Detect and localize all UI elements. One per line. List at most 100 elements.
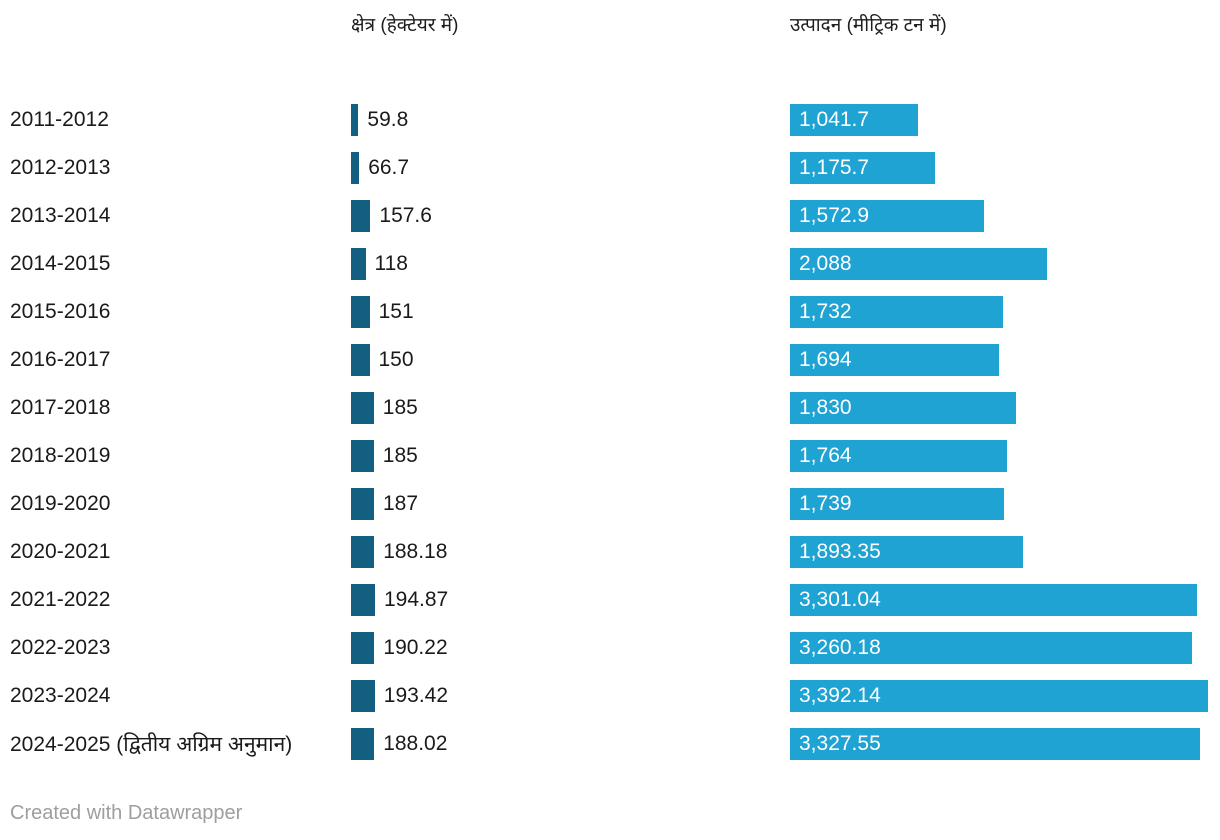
area-cell: 190.22 [351,632,790,664]
area-bar [351,392,374,424]
area-value-label: 188.18 [383,540,448,563]
area-value-label: 157.6 [379,204,432,227]
production-cell: 3,327.55 [790,728,1220,760]
chart-rows: 2011-2012 59.8 1,041.7 2012-2013 66.7 1,… [0,96,1220,768]
area-cell: 185 [351,440,790,472]
area-bar [351,296,370,328]
row-label: 2022-2023 [10,636,111,659]
area-bar [351,536,375,568]
row-label: 2015-2016 [10,300,111,323]
row-label: 2013-2014 [10,204,111,227]
production-cell: 1,739 [790,488,1220,520]
area-value-label: 118 [374,252,408,275]
production-cell: 1,175.7 [790,152,1220,184]
production-cell: 3,260.18 [790,632,1220,664]
area-cell: 157.6 [351,200,790,232]
area-cell: 188.02 [351,728,790,760]
area-cell: 66.7 [351,152,790,184]
production-bar: 3,392.14 [790,680,1208,712]
chart-row: 2020-2021 188.18 1,893.35 [0,528,1220,576]
chart-row: 2016-2017 150 1,694 [0,336,1220,384]
production-cell: 2,088 [790,248,1220,280]
production-value-label: 3,392.14 [799,684,881,707]
area-value-label: 194.87 [384,588,449,611]
area-cell: 187 [351,488,790,520]
area-cell: 151 [351,296,790,328]
area-value-label: 185 [382,444,418,467]
area-cell: 193.42 [351,680,790,712]
production-bar: 1,041.7 [790,104,919,136]
chart-row: 2022-2023 190.22 3,260.18 [0,624,1220,672]
area-value-label: 150 [378,348,414,371]
production-bar: 2,088 [790,248,1048,280]
chart-row: 2023-2024 193.42 3,392.14 [0,672,1220,720]
area-value-label: 59.8 [367,108,409,131]
area-cell: 185 [351,392,790,424]
row-label: 2016-2017 [10,348,111,371]
production-value-label: 2,088 [799,252,852,275]
area-column-header: क्षेत्र (हेक्टेयर में) [351,15,459,36]
production-column-header: उत्पादन (मीट्रिक टन में) [790,15,947,36]
production-value-label: 1,175.7 [799,156,870,179]
production-bar: 1,764 [790,440,1008,472]
chart-row: 2019-2020 187 1,739 [0,480,1220,528]
chart-row: 2024-2025 (द्वितीय अग्रिम अनुमान) 188.02… [0,720,1220,768]
chart-row: 2011-2012 59.8 1,041.7 [0,96,1220,144]
area-bar [351,152,360,184]
area-cell: 118 [351,248,790,280]
production-value-label: 1,694 [799,348,852,371]
production-bar: 1,739 [790,488,1005,520]
chart-row: 2018-2019 185 1,764 [0,432,1220,480]
production-value-label: 3,327.55 [799,732,881,755]
production-bar: 3,260.18 [790,632,1192,664]
area-cell: 59.8 [351,104,790,136]
chart-row: 2013-2014 157.6 1,572.9 [0,192,1220,240]
production-bar: 1,694 [790,344,999,376]
production-value-label: 1,732 [799,300,852,323]
area-bar [351,344,370,376]
production-bar: 1,732 [790,296,1004,328]
area-value-label: 193.42 [383,684,449,707]
row-label: 2020-2021 [10,540,111,563]
area-cell: 150 [351,344,790,376]
area-bar [351,104,359,136]
production-value-label: 3,260.18 [799,636,881,659]
area-bar [351,584,375,616]
production-bar: 1,893.35 [790,536,1024,568]
production-value-label: 1,739 [799,492,852,515]
production-cell: 1,764 [790,440,1220,472]
row-label: 2024-2025 (द्वितीय अग्रिम अनुमान) [10,733,293,756]
production-value-label: 3,301.04 [799,588,881,611]
area-cell: 194.87 [351,584,790,616]
row-label: 2017-2018 [10,396,111,419]
production-cell: 1,041.7 [790,104,1220,136]
production-cell: 3,392.14 [790,680,1220,712]
area-bar [351,200,371,232]
production-cell: 1,732 [790,296,1220,328]
row-label: 2012-2013 [10,156,111,179]
production-cell: 1,572.9 [790,200,1220,232]
production-cell: 3,301.04 [790,584,1220,616]
production-cell: 1,830 [790,392,1220,424]
production-bar: 1,572.9 [790,200,984,232]
row-label: 2019-2020 [10,492,111,515]
production-bar: 1,830 [790,392,1016,424]
area-bar [351,680,375,712]
area-bar [351,728,375,760]
production-value-label: 1,830 [799,396,852,419]
row-label: 2021-2022 [10,588,111,611]
row-label: 2023-2024 [10,684,111,707]
chart-row: 2015-2016 151 1,732 [0,288,1220,336]
chart-row: 2014-2015 118 2,088 [0,240,1220,288]
production-bar: 3,327.55 [790,728,1200,760]
production-bar: 1,175.7 [790,152,935,184]
datawrapper-attribution: Created with Datawrapper [10,802,243,824]
area-bar [351,632,375,664]
production-bar: 3,301.04 [790,584,1197,616]
chart-row: 2017-2018 185 1,830 [0,384,1220,432]
area-value-label: 185 [382,396,418,419]
row-label: 2018-2019 [10,444,111,467]
chart-row: 2021-2022 194.87 3,301.04 [0,576,1220,624]
area-value-label: 151 [378,300,414,323]
